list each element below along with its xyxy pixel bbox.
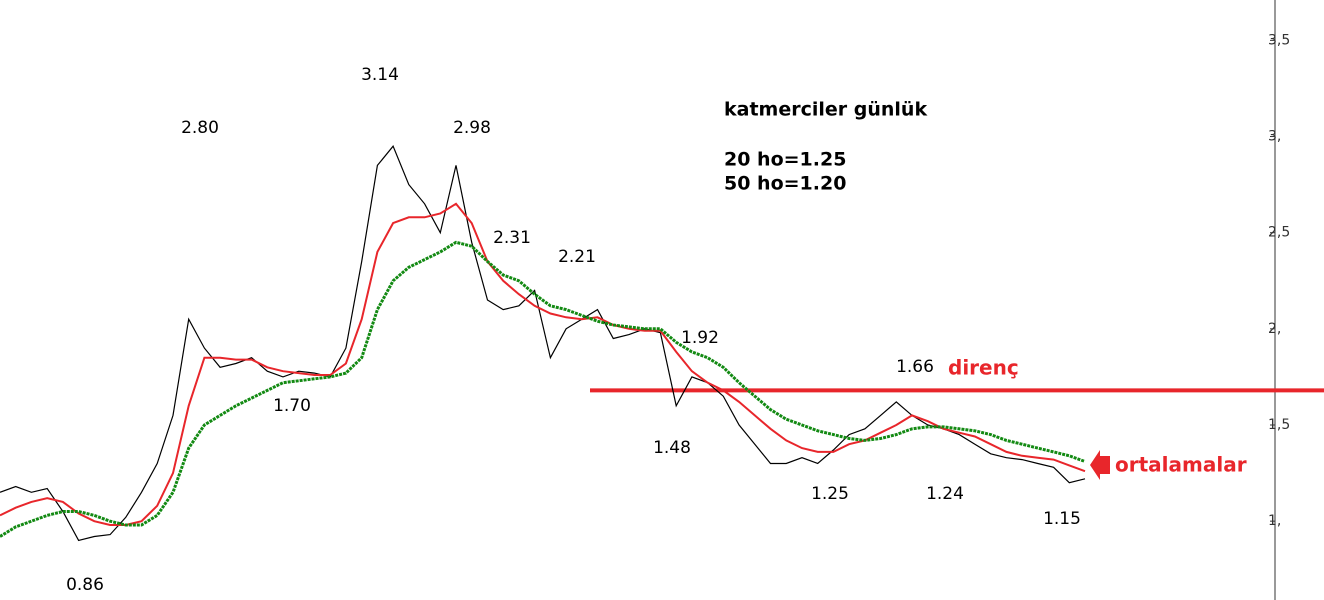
series-line bbox=[0, 145, 1086, 542]
resistance-label: direnç bbox=[948, 356, 1019, 380]
annotation: 1.48 bbox=[653, 438, 691, 458]
y-tick-label: 1,5 bbox=[1268, 417, 1290, 433]
annotation: 3.14 bbox=[361, 65, 399, 85]
annotation: 1.25 bbox=[811, 484, 849, 504]
annotation: 2.80 bbox=[181, 118, 219, 138]
annotation: 2.31 bbox=[493, 228, 531, 248]
annotation: 2.21 bbox=[558, 247, 596, 267]
y-tick-label: 3,5 bbox=[1268, 32, 1290, 48]
arrow-label: ortalamalar bbox=[1115, 453, 1247, 477]
series-line bbox=[0, 202, 1086, 526]
info-ma20: 20 ho=1.25 bbox=[724, 149, 846, 171]
info-ma50: 50 ho=1.20 bbox=[724, 173, 846, 195]
annotation: 1.92 bbox=[681, 328, 719, 348]
annotation: 2.98 bbox=[453, 118, 491, 138]
y-tick-label: 2, bbox=[1268, 321, 1281, 337]
y-tick-label: 1, bbox=[1268, 513, 1281, 529]
annotation: 1.70 bbox=[273, 396, 311, 416]
y-tick-label: 2,5 bbox=[1268, 225, 1290, 241]
series-line bbox=[0, 240, 1086, 538]
annotation: 0.86 bbox=[66, 575, 104, 595]
annotation: 1.24 bbox=[926, 484, 964, 504]
info-title: katmerciler günlük bbox=[724, 99, 927, 121]
y-tick-label: 3, bbox=[1268, 129, 1281, 145]
annotation: 1.66 bbox=[896, 357, 934, 377]
arrow bbox=[1090, 450, 1110, 480]
annotation: 1.15 bbox=[1043, 509, 1081, 529]
